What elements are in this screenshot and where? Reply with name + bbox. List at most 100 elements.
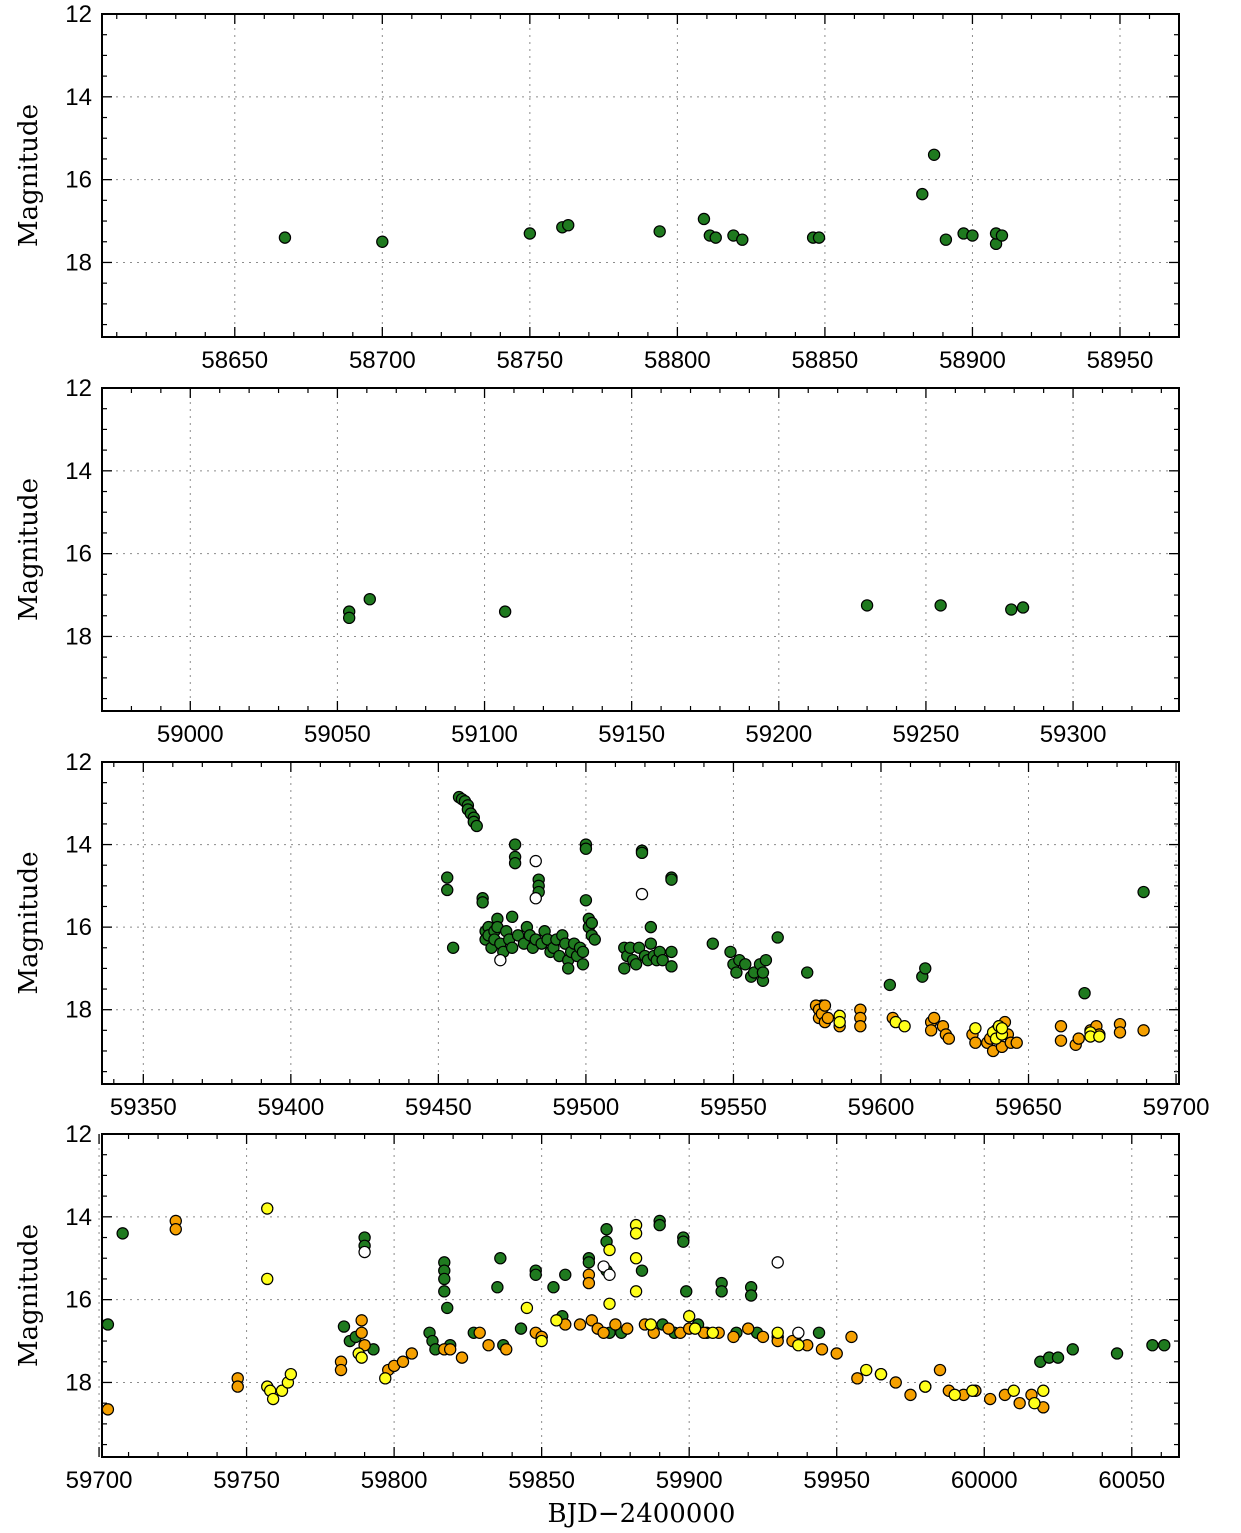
point-green xyxy=(470,819,483,833)
point-orange xyxy=(455,1351,469,1364)
point-orange xyxy=(662,1322,675,1335)
point-yellow xyxy=(629,1252,643,1265)
point-green xyxy=(342,611,356,625)
x-tick-label: 60050 xyxy=(1098,1467,1165,1494)
point-yellow xyxy=(261,1272,274,1286)
x-tick-label: 59100 xyxy=(451,721,518,748)
point-green xyxy=(759,953,773,967)
point-green xyxy=(739,958,752,971)
point-orange xyxy=(1013,1396,1026,1410)
point-green xyxy=(1146,1338,1159,1352)
point-orange xyxy=(355,1326,368,1339)
point-orange xyxy=(609,1318,622,1331)
point-green xyxy=(523,227,537,240)
panel-3: 59350 59400 59450 59500 59550 59600 59650 59700… xyxy=(14,749,1209,1121)
point-green xyxy=(724,945,737,959)
point-green xyxy=(771,931,784,944)
point-open xyxy=(603,1268,616,1281)
point-yellow xyxy=(874,1367,888,1381)
point-yellow xyxy=(682,1310,696,1323)
x-tick-label: 59250 xyxy=(893,721,960,748)
x-tick-label: 58650 xyxy=(201,347,268,374)
point-orange xyxy=(854,1020,867,1033)
point-orange xyxy=(355,1314,368,1327)
point-green xyxy=(476,896,489,909)
y-tick-label: 18 xyxy=(65,623,92,650)
x-tick-label: 59650 xyxy=(995,1094,1062,1121)
data-points xyxy=(278,148,1009,251)
x-tick-label: 59300 xyxy=(1040,721,1107,748)
x-tick-label: 58700 xyxy=(349,347,416,374)
point-green xyxy=(644,937,658,950)
point-yellow xyxy=(948,1388,961,1402)
point-green xyxy=(706,937,719,950)
point-green xyxy=(632,941,646,954)
point-yellow xyxy=(629,1285,643,1298)
point-green xyxy=(680,1285,693,1298)
point-orange xyxy=(942,1032,956,1045)
point-green xyxy=(529,1268,542,1281)
x-tick-label: 59400 xyxy=(257,1094,324,1121)
point-yellow xyxy=(535,1334,548,1348)
y-tick-label: 12 xyxy=(65,1,92,28)
data-points xyxy=(102,1202,1171,1416)
point-green xyxy=(1016,601,1030,614)
y-tick-label: 12 xyxy=(65,375,92,402)
x-minor-ticks xyxy=(102,14,1180,337)
point-orange xyxy=(396,1355,410,1368)
y-tick-label: 14 xyxy=(65,458,92,485)
point-yellow xyxy=(379,1372,392,1385)
point-green xyxy=(934,599,947,612)
point-green xyxy=(656,953,669,967)
point-green xyxy=(508,856,522,870)
y-tick-label: 12 xyxy=(65,1121,92,1148)
point-orange xyxy=(924,1024,938,1037)
x-tick-label: 59450 xyxy=(405,1094,472,1121)
point-yellow xyxy=(792,1338,805,1352)
x-tick-label: 58850 xyxy=(792,347,859,374)
point-yellow xyxy=(706,1326,719,1339)
point-green xyxy=(491,1281,504,1294)
point-green xyxy=(441,883,454,897)
point-green xyxy=(629,958,643,971)
point-orange xyxy=(933,1363,947,1377)
point-green xyxy=(653,225,666,238)
point-yellow xyxy=(275,1384,289,1397)
point-green xyxy=(278,231,292,244)
point-green xyxy=(559,1268,572,1281)
point-green xyxy=(438,1285,451,1298)
point-green xyxy=(600,1223,613,1236)
y-axis-title: Magnitude xyxy=(14,478,44,621)
x-tick-label: 58750 xyxy=(496,347,563,374)
point-orange xyxy=(830,1347,843,1360)
point-green xyxy=(812,1326,826,1339)
x-tick-label: 59700 xyxy=(66,1467,133,1494)
point-orange xyxy=(969,1036,982,1049)
y-tick-label: 14 xyxy=(65,1204,92,1231)
point-green xyxy=(363,592,376,606)
point-orange xyxy=(756,1330,770,1344)
point-green xyxy=(709,231,722,244)
point-green xyxy=(441,1301,454,1315)
point-yellow xyxy=(629,1227,643,1240)
y-axis-title: Magnitude xyxy=(14,851,44,994)
x-tick-label: 60000 xyxy=(951,1467,1018,1494)
point-orange xyxy=(1072,1032,1085,1045)
point-green xyxy=(916,187,929,201)
y-tick-label: 14 xyxy=(65,84,92,111)
point-green xyxy=(441,871,454,884)
point-green xyxy=(665,873,678,886)
point-yellow xyxy=(644,1318,658,1331)
point-green xyxy=(1005,603,1018,616)
point-green xyxy=(446,941,460,954)
point-green xyxy=(812,231,826,244)
point-orange xyxy=(1054,1020,1068,1033)
point-green xyxy=(644,920,658,934)
point-green xyxy=(508,838,522,851)
point-orange xyxy=(585,1314,599,1327)
point-green xyxy=(494,1252,507,1265)
point-yellow xyxy=(1093,1030,1106,1043)
point-green xyxy=(585,916,599,930)
point-orange xyxy=(1010,1036,1023,1049)
point-green xyxy=(927,148,941,161)
